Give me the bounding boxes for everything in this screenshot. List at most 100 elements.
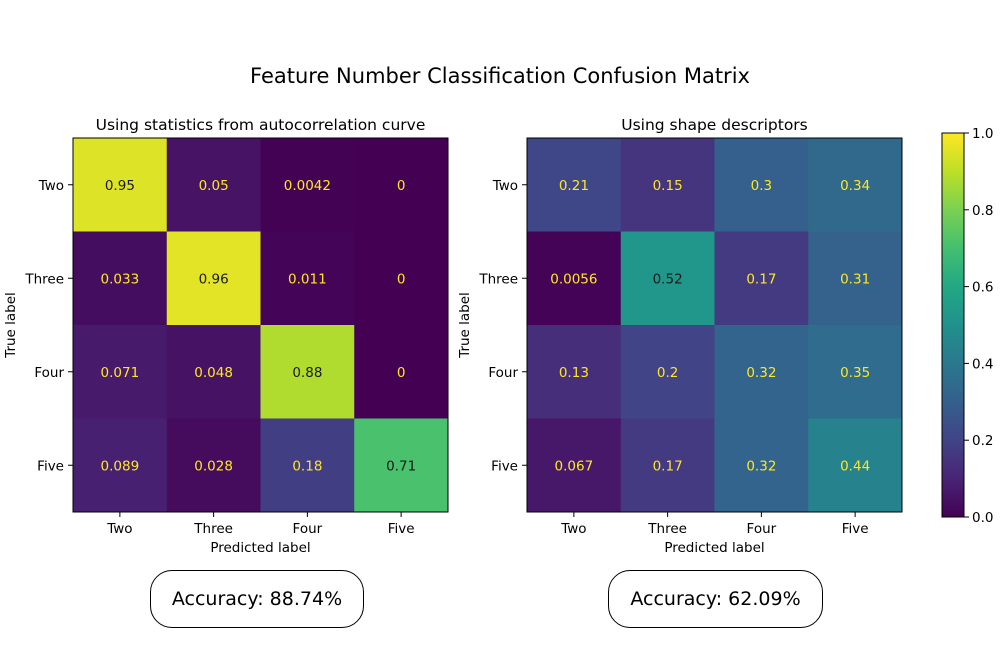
heatmap-cell [166,418,261,513]
heatmap-cell [620,325,715,419]
colorbar-tick-label: 0.8 [972,203,993,219]
cell-value-label: 0.071 [101,365,140,381]
cell-value-label: 0.44 [840,458,870,474]
heatmap-cell [166,138,261,232]
cell-value-label: 0.13 [559,365,589,381]
heatmap-cell [527,231,622,326]
heatmap-cell [166,325,261,419]
heatmap-cell [73,138,168,232]
cell-value-label: 0.52 [653,271,683,287]
x-axis-label: Predicted label [210,540,310,556]
axes-frame [72,137,449,513]
heatmap-cell [620,418,715,513]
colorbar-gradient [941,132,965,518]
cell-value-label: 0.033 [101,271,140,287]
y-tick-label: Two [38,178,64,194]
heatmap-cell [527,138,622,232]
heatmap-cell [73,418,168,513]
colorbar-tick-label: 0.2 [972,433,993,449]
cell-value-label: 0.17 [746,271,776,287]
heatmap-cell [808,325,903,419]
colorbar-tick-label: 0.6 [972,280,993,296]
cell-value-label: 0.028 [194,458,233,474]
cell-value-label: 0 [397,271,406,287]
cell-value-label: 0.2 [657,365,678,381]
heatmap-panel-2: 0.21 0.15 0.3 0.34 0.0056 0.52 0.17 0.31 0.13 0.2… [457,116,903,556]
cell-value-label: 0.05 [199,178,229,194]
cell-value-label: 0.089 [101,458,140,474]
y-tick-label: Four [488,365,518,381]
heatmap-cell [260,138,355,232]
y-tick-label: Two [492,178,518,194]
heatmap-cell [808,418,903,513]
cell-value-label: 0.0056 [550,271,597,287]
heatmap-cell [714,325,809,419]
heatmap-cell [354,231,449,326]
heatmap-cell [354,325,449,419]
heatmap-cell [260,231,355,326]
cell-value-label: 0.21 [559,178,589,194]
cell-value-label: 0.96 [199,271,229,287]
cell-value-label: 0.011 [288,271,327,287]
colorbar-tick-label: 0.4 [972,356,993,372]
heatmap-cell [620,231,715,326]
cell-value-label: 0.0042 [284,178,331,194]
cell-value-label: 0.048 [194,365,233,381]
cell-value-label: 0.71 [386,458,416,474]
y-tick-label: Three [478,271,518,287]
heatmap-cell [354,138,449,232]
heatmap-cell [620,138,715,232]
cell-value-label: 0.3 [751,178,772,194]
heatmap-cell [808,231,903,326]
cell-value-label: 0.32 [746,458,776,474]
cell-value-label: 0 [397,365,406,381]
y-axis-label: True label [457,292,473,359]
figure-title: Feature Number Classification Confusion … [250,64,750,88]
cell-value-label: 0.34 [840,178,870,194]
heatmap-cell [714,231,809,326]
accuracy-box-autocorrelation: Accuracy: 88.74% [150,570,364,628]
heatmap-cell [73,231,168,326]
cell-value-label: 0.31 [840,271,870,287]
y-tick-label: Five [37,458,64,474]
heatmap-cell [260,325,355,419]
heatmap-cell [714,138,809,232]
heatmap-cell [166,231,261,326]
heatmap-cell [808,138,903,232]
cell-value-label: 0.35 [840,365,870,381]
heatmap-cell [714,418,809,513]
axes-frame [526,137,903,513]
y-tick-label: Five [491,458,518,474]
y-axis-label: True label [3,292,19,359]
panel-title: Using shape descriptors [621,116,808,134]
cell-value-label: 0.18 [292,458,322,474]
heatmap-cell [527,325,622,419]
x-tick-label: Three [647,521,687,537]
cell-value-label: 0.15 [653,178,683,194]
cell-value-label: 0 [397,178,406,194]
x-tick-label: Two [560,521,586,537]
x-tick-label: Five [842,521,869,537]
y-tick-label: Three [24,271,64,287]
x-axis-label: Predicted label [664,540,764,556]
heatmap-cell [527,418,622,513]
heatmap-cell [73,325,168,419]
cell-value-label: 0.067 [555,458,594,474]
x-tick-label: Four [293,521,323,537]
colorbar: 0.0 0.2 0.4 0.6 0.8 1.0 [941,126,993,526]
colorbar-tick-label: 1.0 [972,126,993,142]
heatmap-cell [354,418,449,513]
x-tick-label: Three [193,521,233,537]
panel-title: Using statistics from autocorrelation cu… [96,116,426,134]
heatmap-cell [260,418,355,513]
heatmap-panel-1: 0.95 0.05 0.0042 0 0.033 0.96 0.011 0 0.071 0.048… [3,116,449,556]
y-tick-label: Four [34,365,64,381]
x-tick-label: Four [747,521,777,537]
x-tick-label: Five [388,521,415,537]
cell-value-label: 0.17 [653,458,683,474]
accuracy-box-shape-descriptors: Accuracy: 62.09% [608,570,823,628]
cell-value-label: 0.95 [105,178,135,194]
x-tick-label: Two [106,521,132,537]
colorbar-tick-label: 0.0 [972,510,993,526]
